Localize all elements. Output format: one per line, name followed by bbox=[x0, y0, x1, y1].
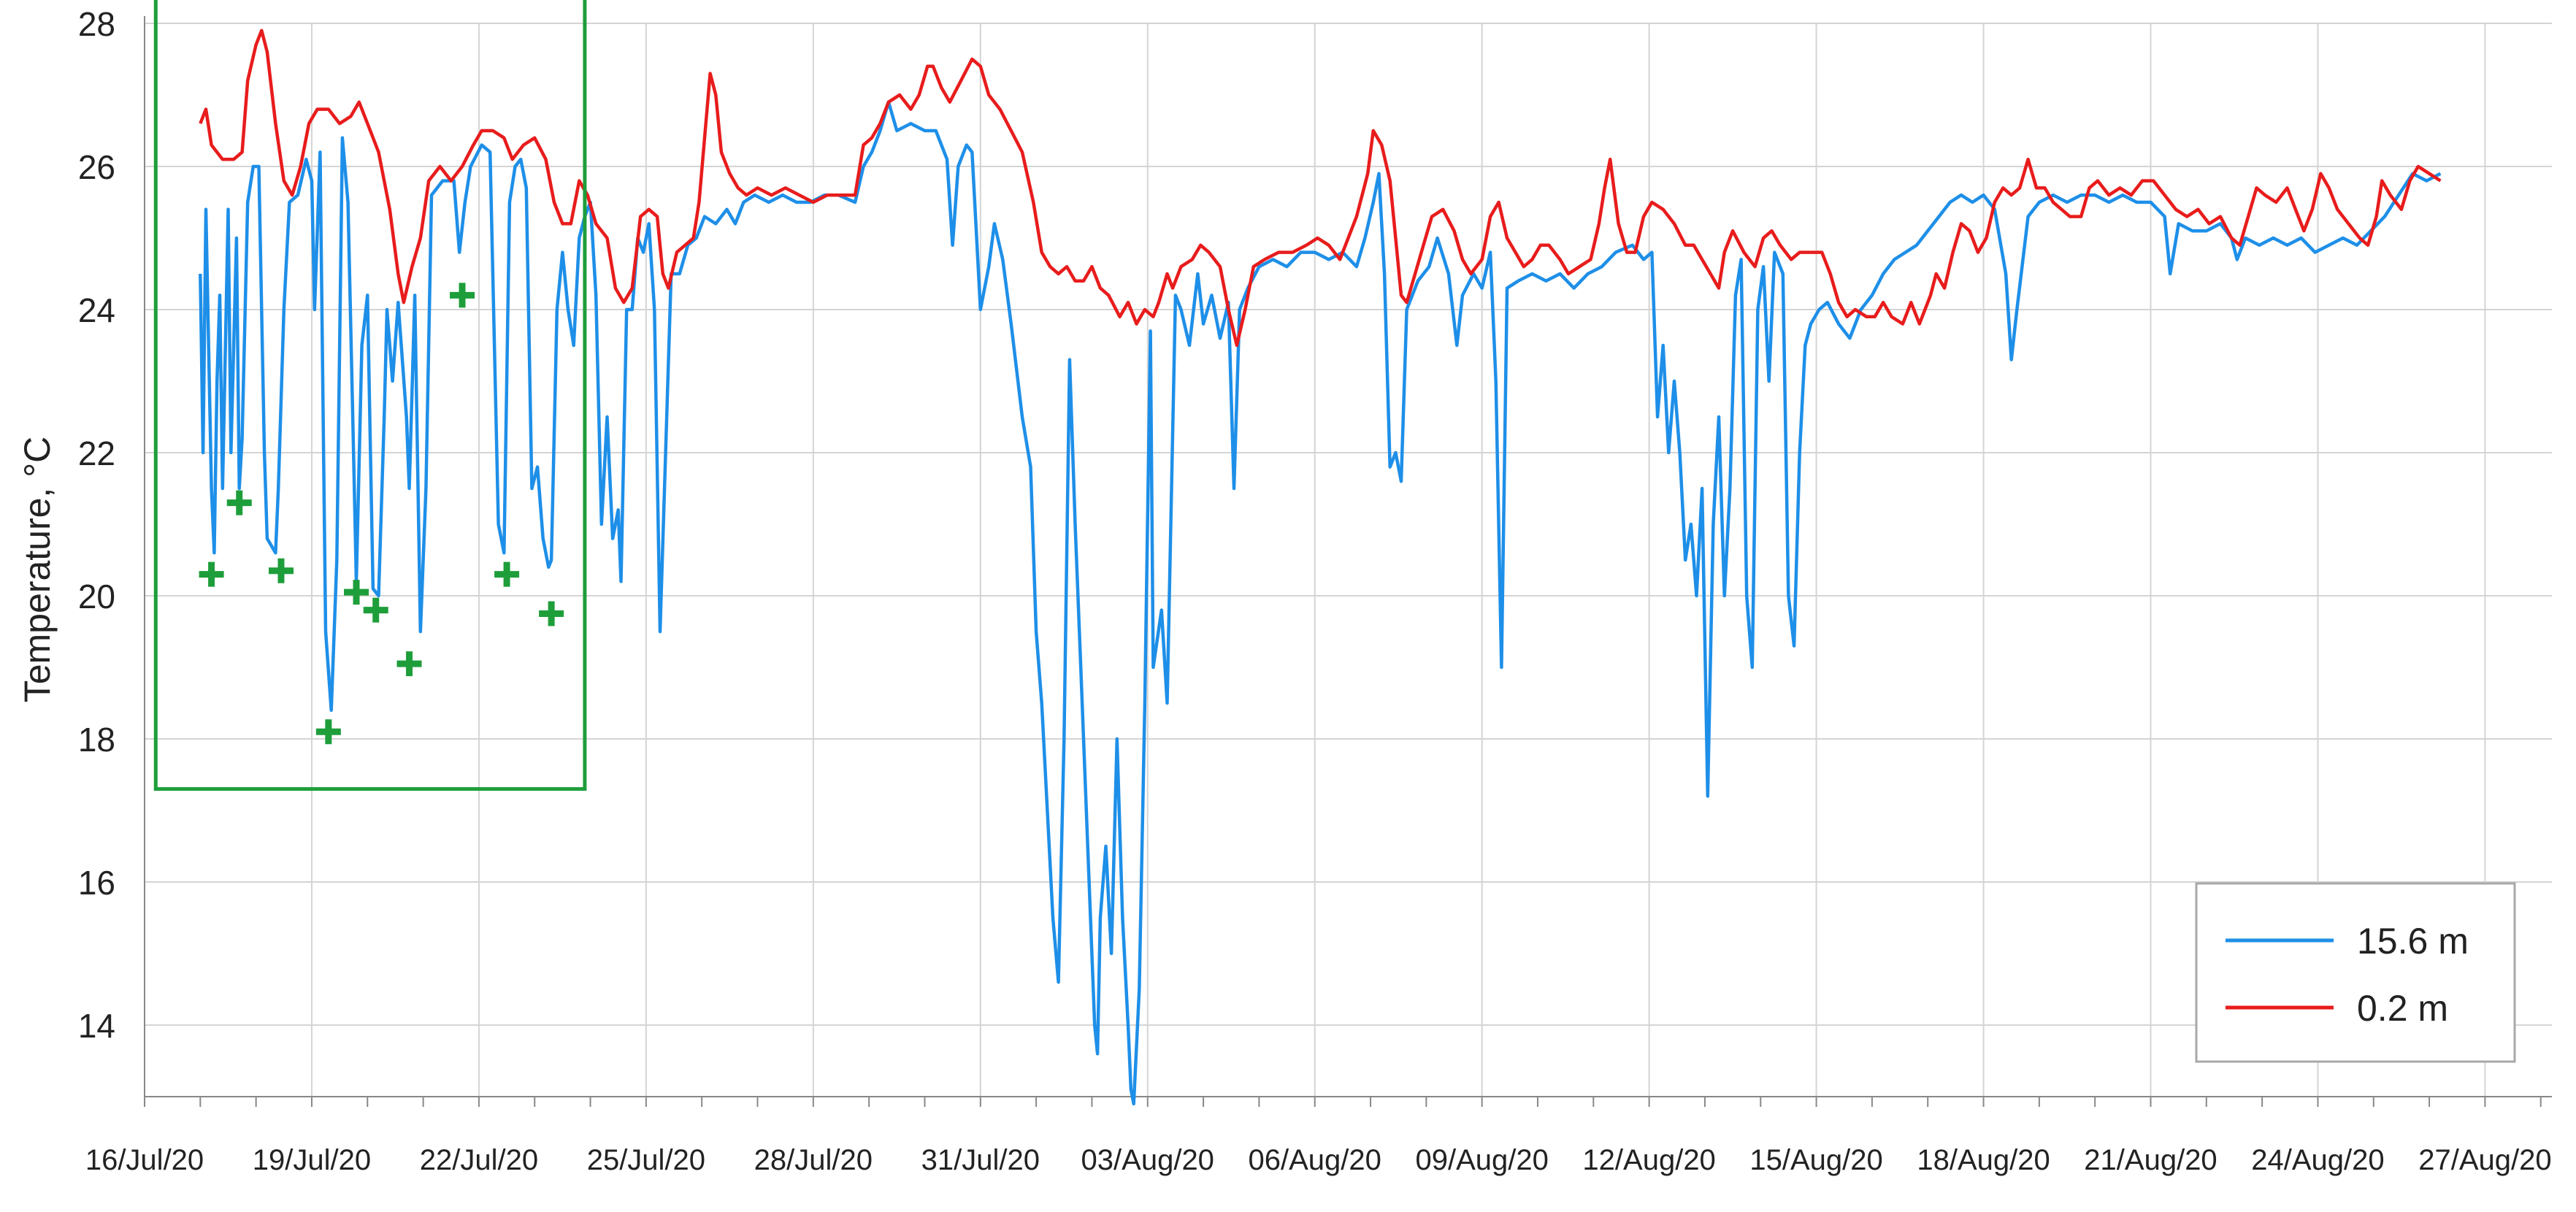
plus-marker bbox=[539, 601, 564, 626]
y-tick-label: 24 bbox=[78, 291, 115, 329]
x-tick-label: 24/Aug/20 bbox=[2251, 1144, 2384, 1176]
x-tick-label: 22/Jul/20 bbox=[420, 1144, 538, 1176]
x-tick-label: 19/Jul/20 bbox=[253, 1144, 371, 1176]
annotations bbox=[153, 0, 587, 791]
y-tick-label: 20 bbox=[78, 578, 115, 615]
y-tick-label: 28 bbox=[78, 5, 115, 43]
grid bbox=[144, 23, 2552, 1097]
plus-marker bbox=[344, 580, 369, 605]
x-tick-label: 21/Aug/20 bbox=[2084, 1144, 2217, 1176]
x-tick-label: 25/Jul/20 bbox=[587, 1144, 705, 1176]
series-lines bbox=[199, 28, 2442, 1106]
y-tick-label: 22 bbox=[78, 434, 115, 472]
plus-marker bbox=[450, 283, 475, 308]
x-tick-label: 31/Jul/20 bbox=[921, 1144, 1040, 1176]
x-tick-label: 06/Aug/20 bbox=[1249, 1144, 1381, 1176]
plus-marker bbox=[315, 719, 341, 745]
x-tick-label: 27/Aug/20 bbox=[2418, 1144, 2551, 1176]
axes: 14 16 18 20 22 24 26 28 16/Jul/20 19/Jul/20 22/Jul… bbox=[78, 5, 2552, 1176]
legend-label: 15.6 m bbox=[2357, 921, 2469, 962]
plus-marker bbox=[396, 651, 422, 677]
x-tick-label: 09/Aug/20 bbox=[1415, 1144, 1548, 1176]
y-tick-label: 16 bbox=[78, 864, 115, 902]
plus-marker bbox=[363, 597, 388, 623]
x-tick-label: 18/Aug/20 bbox=[1917, 1144, 2050, 1176]
plus-marker bbox=[226, 490, 252, 515]
y-tick-label: 14 bbox=[78, 1007, 115, 1045]
highlight-box bbox=[153, 0, 587, 791]
series-line-0-2m bbox=[199, 28, 2442, 348]
y-tick-label: 18 bbox=[78, 721, 115, 759]
plus-marker bbox=[494, 561, 520, 587]
x-tick-label: 28/Jul/20 bbox=[754, 1144, 873, 1176]
y-axis-label: Temperature, °C bbox=[17, 437, 58, 703]
series-line-15-6m bbox=[199, 100, 2442, 1106]
legend-box bbox=[2195, 882, 2516, 1063]
x-tick-label: 12/Aug/20 bbox=[1582, 1144, 1715, 1176]
x-tick-label: 16/Jul/20 bbox=[85, 1144, 204, 1176]
plus-marker bbox=[199, 561, 224, 587]
x-tick-label: 15/Aug/20 bbox=[1749, 1144, 1882, 1176]
legend: 15.6 m 0.2 m bbox=[2195, 882, 2516, 1063]
y-tick-label: 26 bbox=[78, 148, 115, 186]
legend-label: 0.2 m bbox=[2357, 988, 2448, 1029]
plus-marker bbox=[268, 558, 294, 583]
x-tick-label: 03/Aug/20 bbox=[1081, 1144, 1214, 1176]
